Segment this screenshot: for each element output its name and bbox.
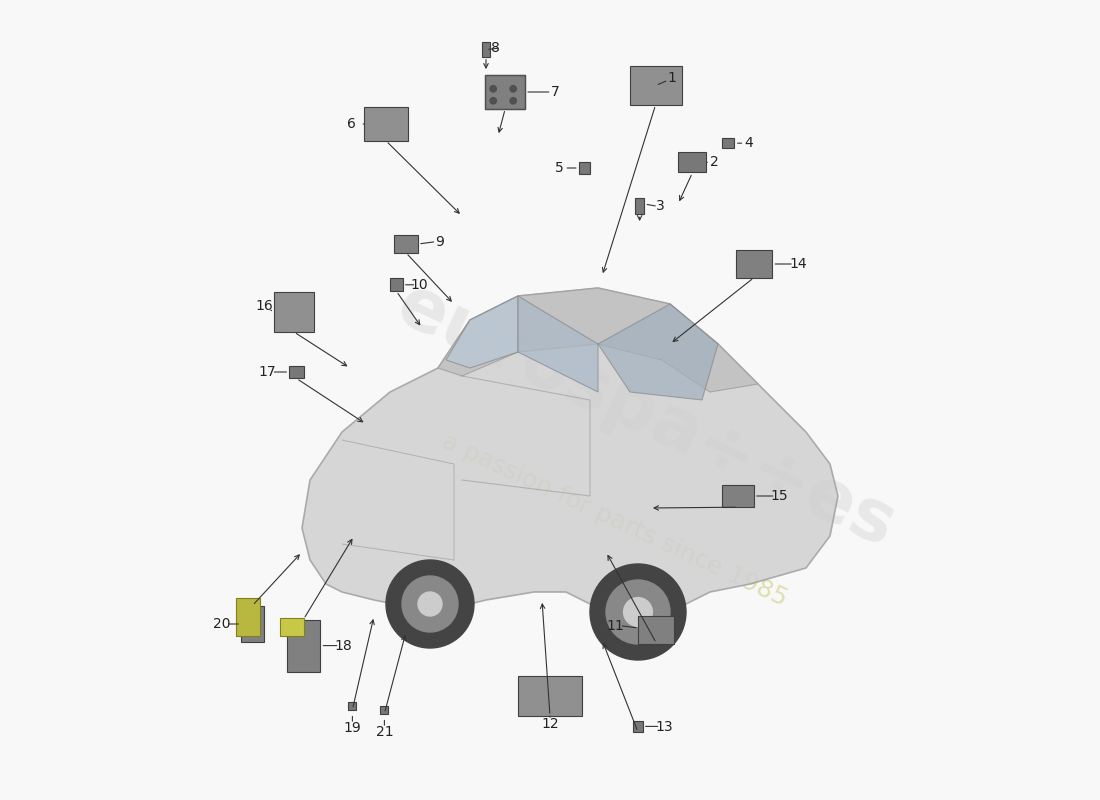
Circle shape	[590, 564, 686, 660]
FancyBboxPatch shape	[280, 618, 305, 636]
Text: 10: 10	[410, 278, 428, 292]
FancyBboxPatch shape	[394, 235, 418, 253]
Text: 2: 2	[710, 154, 718, 169]
Text: 16: 16	[255, 299, 273, 314]
FancyBboxPatch shape	[241, 606, 264, 642]
Circle shape	[490, 86, 496, 92]
FancyBboxPatch shape	[635, 198, 645, 214]
Text: 17: 17	[258, 365, 276, 379]
FancyBboxPatch shape	[349, 702, 356, 710]
Text: 8: 8	[492, 41, 500, 55]
Circle shape	[606, 580, 670, 644]
Circle shape	[510, 86, 516, 92]
Text: 9: 9	[436, 234, 444, 249]
Circle shape	[418, 592, 442, 616]
Circle shape	[490, 98, 496, 104]
Text: 11: 11	[607, 618, 625, 633]
FancyBboxPatch shape	[736, 250, 772, 278]
Text: 6: 6	[348, 117, 356, 131]
FancyBboxPatch shape	[236, 598, 261, 636]
FancyBboxPatch shape	[723, 138, 735, 148]
Text: 21: 21	[375, 725, 393, 739]
FancyBboxPatch shape	[629, 66, 682, 105]
FancyBboxPatch shape	[518, 676, 582, 716]
PathPatch shape	[302, 288, 838, 616]
PathPatch shape	[598, 304, 718, 400]
Text: eurospa÷÷es: eurospa÷÷es	[386, 270, 906, 562]
Text: 13: 13	[656, 720, 673, 734]
PathPatch shape	[438, 288, 758, 392]
Circle shape	[510, 98, 516, 104]
FancyBboxPatch shape	[274, 292, 313, 332]
Text: 14: 14	[789, 257, 806, 271]
Text: 12: 12	[541, 717, 559, 731]
FancyBboxPatch shape	[634, 721, 642, 732]
Text: 15: 15	[771, 489, 789, 503]
Text: 5: 5	[556, 161, 564, 175]
Text: 20: 20	[213, 617, 231, 631]
Text: 4: 4	[744, 136, 752, 150]
FancyBboxPatch shape	[482, 42, 490, 57]
Text: 7: 7	[550, 85, 559, 99]
FancyBboxPatch shape	[579, 162, 590, 174]
FancyBboxPatch shape	[381, 706, 388, 714]
FancyBboxPatch shape	[638, 616, 674, 643]
FancyBboxPatch shape	[289, 366, 304, 378]
Circle shape	[624, 598, 652, 626]
PathPatch shape	[518, 296, 598, 392]
Circle shape	[386, 560, 474, 648]
Text: 1: 1	[668, 71, 676, 86]
FancyBboxPatch shape	[722, 485, 754, 507]
FancyBboxPatch shape	[287, 619, 320, 672]
FancyBboxPatch shape	[485, 75, 525, 109]
Text: 18: 18	[334, 639, 352, 654]
Text: 19: 19	[343, 721, 361, 735]
PathPatch shape	[446, 296, 518, 368]
Text: 3: 3	[656, 199, 664, 214]
Text: a passion for parts since 1985: a passion for parts since 1985	[438, 429, 791, 611]
Circle shape	[402, 576, 458, 632]
FancyBboxPatch shape	[390, 278, 403, 291]
FancyBboxPatch shape	[364, 107, 408, 141]
FancyBboxPatch shape	[679, 152, 706, 172]
